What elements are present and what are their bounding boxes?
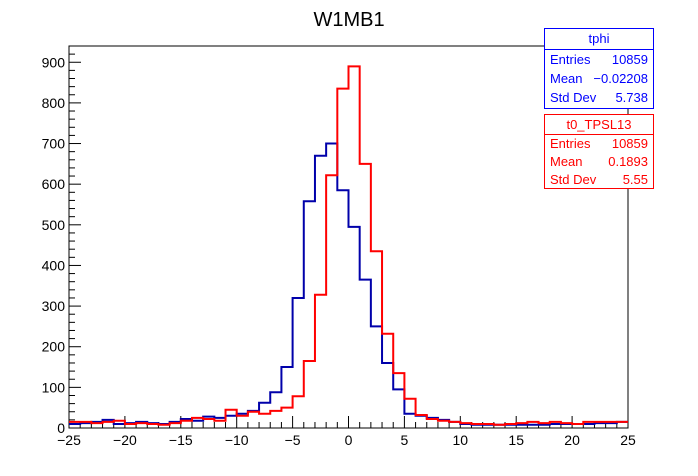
y-tick-label: 200: [42, 339, 66, 355]
stats-std-value: 5.738: [615, 90, 648, 105]
series-layer: [69, 65, 628, 428]
y-tick-label: 100: [42, 379, 66, 395]
stats-std-row: Std Dev 5.55: [545, 171, 653, 189]
y-tick-label: 800: [42, 95, 66, 111]
x-tick-label: 20: [564, 432, 580, 448]
histogram-bin: [304, 361, 315, 428]
histogram-bin: [371, 251, 382, 428]
stats-std-row: Std Dev 5.738: [545, 88, 653, 107]
histogram-bin: [203, 419, 214, 428]
histogram-bin: [393, 373, 404, 428]
y-tick-label: 600: [42, 176, 66, 192]
histogram-bin: [337, 89, 348, 428]
stats-mean-row: Mean −0.02208: [545, 69, 653, 88]
stats-std-label: Std Dev: [550, 172, 597, 187]
stats-entries-label: Entries: [550, 136, 591, 151]
series-t0-tpsl13: [69, 65, 628, 428]
histogram-bin: [438, 421, 449, 428]
y-tick-label: 300: [42, 298, 66, 314]
x-axis: −25 −20 −15 −10 −5 0 5 10 15 20 25: [57, 416, 636, 448]
stats-box-title: tphi: [545, 29, 653, 50]
stats-mean-label: Mean: [550, 71, 583, 86]
histogram-bin: [214, 421, 225, 428]
stats-mean-value: 0.1893: [608, 154, 648, 169]
x-tick-label: 15: [508, 432, 524, 448]
y-tick-label: 500: [42, 217, 66, 233]
y-tick-label: 700: [42, 136, 66, 152]
histogram-bin: [181, 421, 192, 428]
histogram-bin: [248, 412, 259, 428]
stats-entries-value: 10859: [611, 52, 648, 67]
x-tick-label: 0: [345, 432, 353, 448]
x-tick-label: −25: [57, 432, 81, 448]
stats-box-tphi: tphi Entries 10859 Mean −0.02208 Std Dev…: [544, 28, 654, 109]
stats-box-t0-tpsl13: t0_TPSL13 Entries 10859 Mean 0.1893 Std …: [544, 114, 654, 189]
x-tick-label: −15: [169, 432, 193, 448]
stats-entries-row: Entries 10859: [545, 135, 653, 153]
stats-mean-value: −0.02208: [593, 71, 648, 86]
y-axis: 0 100 200 300 400 500 600 700 800 900: [42, 53, 81, 436]
histogram-bin: [427, 419, 438, 428]
histogram-bin: [416, 415, 427, 428]
stats-box-title: t0_TPSL13: [545, 115, 653, 135]
y-tick-label: 0: [57, 420, 65, 436]
y-tick-label: 900: [42, 54, 66, 70]
x-tick-label: −20: [113, 432, 137, 448]
stats-std-value: 5.55: [622, 172, 648, 187]
histogram-bin: [404, 399, 415, 428]
stats-std-label: Std Dev: [550, 90, 597, 105]
histogram-bin: [226, 410, 237, 428]
histogram-bin: [315, 295, 326, 428]
histogram-bin: [114, 421, 125, 428]
stats-mean-row: Mean 0.1893: [545, 153, 653, 171]
x-tick-label: 10: [453, 432, 469, 448]
histogram-bin: [293, 396, 304, 428]
histogram-bin: [360, 164, 371, 428]
stats-mean-label: Mean: [550, 154, 583, 169]
histogram-bin: [259, 414, 270, 428]
histogram-step-line: [69, 65, 628, 426]
x-tick-label: −5: [285, 432, 301, 448]
x-tick-label: 25: [620, 432, 636, 448]
x-tick-label: 5: [401, 432, 409, 448]
stats-entries-row: Entries 10859: [545, 50, 653, 69]
histogram-bin: [281, 408, 292, 428]
stats-entries-label: Entries: [550, 52, 591, 67]
y-tick-label: 400: [42, 257, 66, 273]
stats-entries-value: 10859: [611, 136, 648, 151]
histogram-bin: [382, 334, 393, 428]
histogram-bin: [192, 418, 203, 428]
chart-title: W1MB1: [313, 9, 384, 31]
histogram-bin: [237, 416, 248, 428]
x-tick-label: −10: [225, 432, 249, 448]
histogram-bin: [349, 66, 360, 428]
histogram-bin: [326, 175, 337, 428]
histogram-bin: [270, 411, 281, 428]
